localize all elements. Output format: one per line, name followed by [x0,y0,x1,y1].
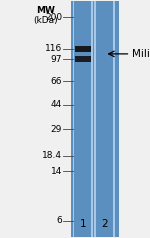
Text: MW: MW [36,6,55,15]
Text: 116: 116 [45,44,62,53]
Text: 6: 6 [56,216,62,225]
Bar [113,1,114,237]
Bar [75,56,90,63]
Text: 14: 14 [51,167,62,176]
Bar [94,1,96,237]
Text: Mili: Mili [132,49,150,59]
Text: 29: 29 [51,125,62,134]
Text: 200: 200 [45,13,62,21]
Bar [73,1,74,237]
Bar [71,1,119,237]
Bar [91,1,93,237]
Text: 97: 97 [51,55,62,64]
Bar [75,45,90,52]
Text: 2: 2 [101,219,108,229]
Text: 66: 66 [51,77,62,86]
Text: 1: 1 [79,219,86,229]
Text: (kDa): (kDa) [33,16,58,25]
Text: 44: 44 [51,100,62,109]
Text: 18.4: 18.4 [42,151,62,160]
